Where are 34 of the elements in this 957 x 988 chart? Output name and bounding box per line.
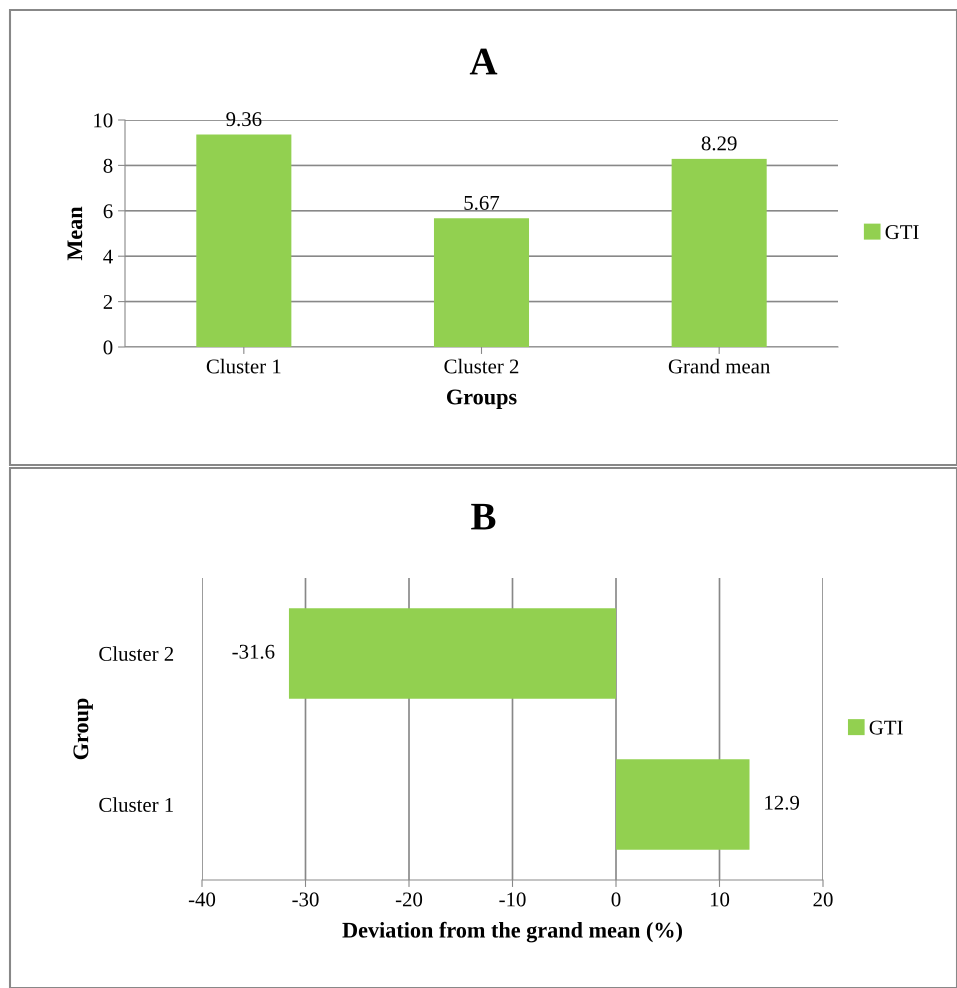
y-tick-label: Cluster 1 xyxy=(99,797,173,812)
x-tick-label: -40 xyxy=(188,892,216,906)
x-axis-title: Deviation from the grand mean (%) xyxy=(342,922,682,942)
bar xyxy=(434,218,530,347)
legend-label: GTI xyxy=(886,225,919,240)
data-label: 12.9 xyxy=(765,796,800,810)
y-tick-label: Cluster 2 xyxy=(99,646,174,661)
data-label: -31.6 xyxy=(232,644,274,659)
x-tick-label: -10 xyxy=(499,892,526,906)
y-tick-label: 0 xyxy=(104,340,112,354)
x-tick-label: Grand mean xyxy=(668,358,770,374)
x-tick-label: 10 xyxy=(710,892,730,906)
x-axis-title: Groups xyxy=(446,390,517,409)
x-tick-label: 0 xyxy=(612,892,620,906)
legend-label: GTI xyxy=(870,720,903,735)
y-tick-label: 8 xyxy=(104,158,112,173)
y-axis-title: Mean xyxy=(68,206,82,260)
y-tick-label: 4 xyxy=(103,250,113,264)
chart-title: B xyxy=(471,504,496,530)
data-label: 5.67 xyxy=(464,196,500,210)
y-tick-label: 2 xyxy=(104,295,112,309)
x-tick-label: -30 xyxy=(292,892,319,906)
data-label: 9.36 xyxy=(226,112,262,126)
bar xyxy=(672,158,767,347)
x-tick-label: 20 xyxy=(814,892,833,906)
x-tick-label: -20 xyxy=(396,892,422,906)
chart-title: A xyxy=(470,48,498,74)
y-axis-title: Group xyxy=(73,698,93,760)
y-tick-label: 6 xyxy=(104,204,113,218)
y-tick-label: 10 xyxy=(94,113,112,128)
x-tick-label: Cluster 1 xyxy=(206,358,280,374)
bar xyxy=(196,134,292,347)
x-tick-label: Cluster 2 xyxy=(444,358,518,374)
data-label: 8.29 xyxy=(702,136,737,151)
